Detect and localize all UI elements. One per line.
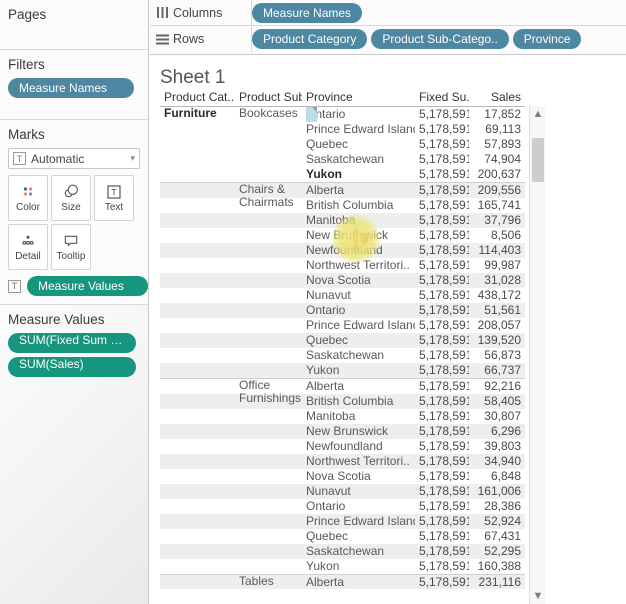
svg-text:T: T <box>111 187 117 197</box>
